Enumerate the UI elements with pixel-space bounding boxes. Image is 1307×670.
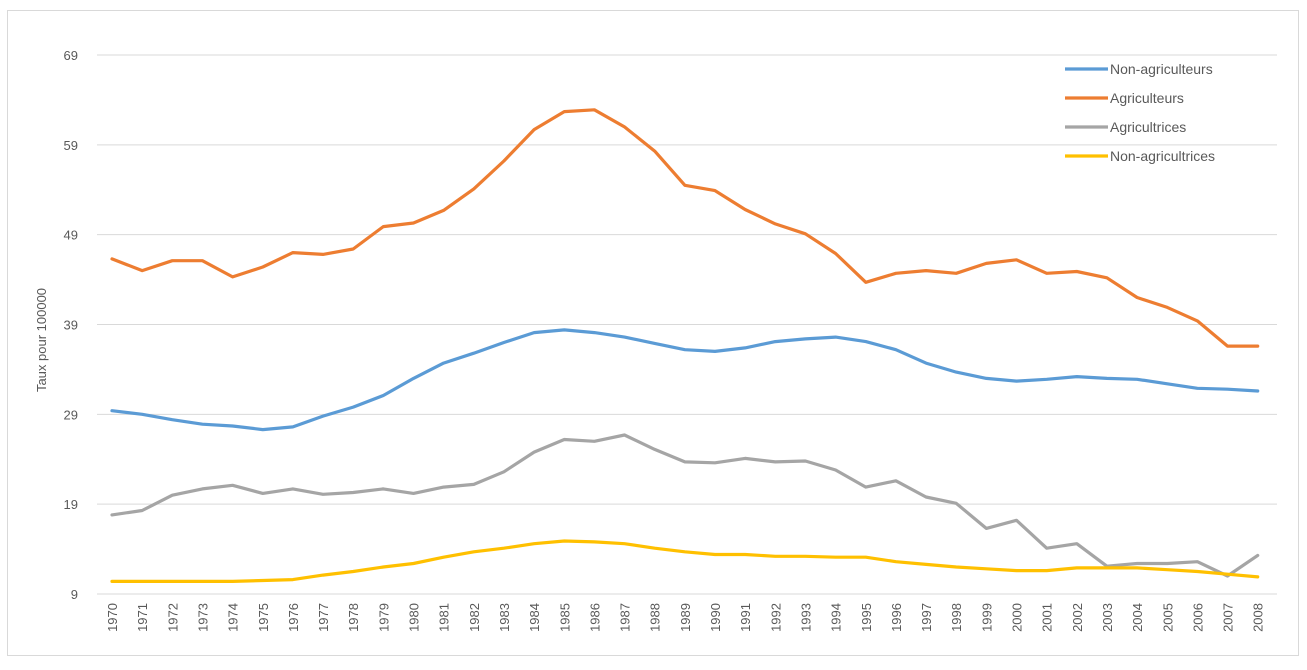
x-tick-label: 2006 <box>1190 603 1205 632</box>
x-tick-label: 1976 <box>286 603 301 632</box>
x-tick-label: 1997 <box>919 603 934 632</box>
x-tick-label: 1971 <box>135 603 150 632</box>
x-tick-label: 2004 <box>1130 603 1145 632</box>
x-tick-label: 1972 <box>165 603 180 632</box>
x-tick-label: 2002 <box>1070 603 1085 632</box>
series-line-agriculteurs <box>110 108 1260 348</box>
y-tick-label: 9 <box>71 587 78 602</box>
legend-item: Agriculteurs <box>1065 90 1184 106</box>
x-tick-label: 1991 <box>738 603 753 632</box>
x-tick-label: 1981 <box>437 603 452 632</box>
series-lines <box>110 108 1260 584</box>
gridlines <box>97 54 1277 595</box>
x-tick-label: 1995 <box>859 603 874 632</box>
x-axis-ticks: 1970 1971 1972 1973 1974 1975 1976 1977 1978 1979… <box>105 603 1266 632</box>
x-tick-label: 1984 <box>527 603 542 632</box>
legend-label: Non-agriculteurs <box>1110 61 1213 77</box>
x-tick-label: 1978 <box>346 603 361 632</box>
legend: Non-agriculteurs Agriculteurs Agricultrice… <box>1065 61 1215 164</box>
y-tick-label: 59 <box>64 138 78 153</box>
legend-item: Agricultrices <box>1065 119 1186 135</box>
x-tick-label: 1979 <box>376 603 391 632</box>
x-tick-label: 2007 <box>1221 603 1236 632</box>
x-tick-label: 1989 <box>678 603 693 632</box>
series-line-non-agricultrices <box>110 539 1260 584</box>
x-tick-label: 1975 <box>256 603 271 632</box>
y-tick-label: 49 <box>64 228 78 243</box>
legend-label: Agriculteurs <box>1110 90 1184 106</box>
x-tick-label: 1974 <box>226 603 241 632</box>
x-tick-label: 1998 <box>949 603 964 632</box>
legend-label: Non-agricultrices <box>1110 148 1215 164</box>
x-tick-label: 1982 <box>467 603 482 632</box>
x-tick-label: 1985 <box>557 603 572 632</box>
x-tick-label: 1996 <box>889 603 904 632</box>
x-tick-label: 1988 <box>648 603 663 632</box>
x-tick-label: 1986 <box>587 603 602 632</box>
y-axis-title: Taux pour 100000 <box>34 288 49 392</box>
x-tick-label: 2001 <box>1040 603 1055 632</box>
x-tick-label: 1999 <box>979 603 994 632</box>
x-tick-label: 2000 <box>1010 603 1025 632</box>
x-tick-label: 1993 <box>798 603 813 632</box>
x-tick-label: 2008 <box>1251 603 1266 632</box>
x-tick-label: 1980 <box>407 603 422 632</box>
x-tick-label: 1977 <box>316 603 331 632</box>
x-tick-label: 1973 <box>195 603 210 632</box>
y-tick-label: 29 <box>64 407 78 422</box>
y-tick-label: 69 <box>64 48 78 63</box>
x-tick-label: 2003 <box>1100 603 1115 632</box>
x-tick-label: 1992 <box>768 603 783 632</box>
x-tick-label: 1983 <box>497 603 512 632</box>
series-line-non-agriculteurs <box>110 328 1260 432</box>
x-tick-label: 1990 <box>708 603 723 632</box>
y-axis-ticks: 9 19 29 39 49 59 69 <box>64 48 78 602</box>
legend-item: Non-agriculteurs <box>1065 61 1213 77</box>
x-tick-label: 1994 <box>829 603 844 632</box>
y-tick-label: 39 <box>64 318 78 333</box>
legend-label: Agricultrices <box>1110 119 1186 135</box>
x-tick-label: 1987 <box>618 603 633 632</box>
y-tick-label: 19 <box>64 497 78 512</box>
series-line-agricultrices <box>110 433 1260 578</box>
x-tick-label: 1970 <box>105 603 120 632</box>
x-tick-label: 2005 <box>1160 603 1175 632</box>
legend-item: Non-agricultrices <box>1065 148 1215 164</box>
